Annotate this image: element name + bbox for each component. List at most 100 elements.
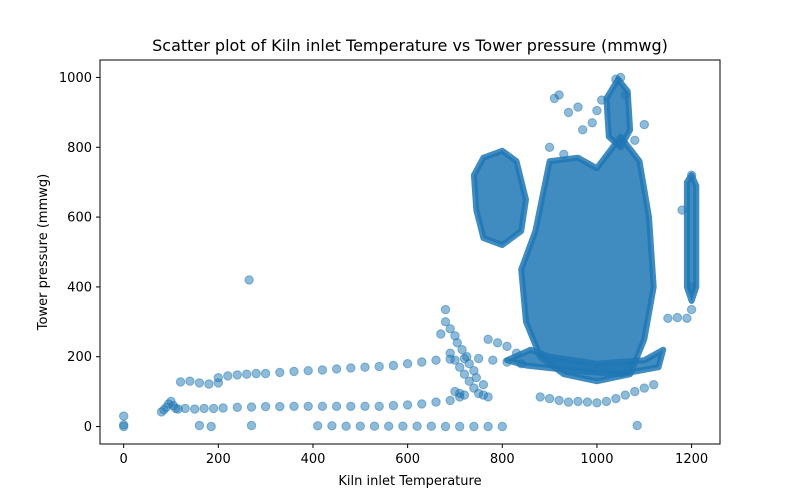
scatter-point bbox=[431, 355, 441, 365]
scatter-point bbox=[559, 149, 569, 160]
scatter-point bbox=[601, 396, 612, 407]
scatter-point bbox=[260, 401, 271, 412]
scatter-point bbox=[346, 363, 356, 373]
scatter-point bbox=[119, 411, 129, 421]
scatter-point bbox=[677, 205, 687, 215]
scatter-point bbox=[317, 401, 328, 411]
scatter-point bbox=[615, 72, 626, 83]
dense-region-main bbox=[518, 133, 657, 385]
scatter-point bbox=[417, 399, 427, 409]
y-axis: 0 200 400 600 800 1000 bbox=[59, 71, 100, 435]
scatter-point bbox=[190, 404, 200, 414]
scatter-point bbox=[663, 313, 673, 323]
scatter-point bbox=[251, 368, 261, 379]
scatter-point bbox=[464, 376, 474, 386]
y-tick-label: 600 bbox=[67, 211, 92, 226]
scatter-point bbox=[544, 142, 555, 153]
scatter-point bbox=[686, 282, 697, 292]
scatter-point bbox=[204, 379, 214, 389]
scatter-point bbox=[445, 324, 455, 334]
scatter-point bbox=[672, 312, 683, 323]
dense-region-upper-left bbox=[470, 147, 529, 248]
scatter-point bbox=[630, 135, 640, 146]
scatter-point bbox=[469, 421, 479, 432]
scatter-point bbox=[620, 90, 630, 100]
scatter-point bbox=[492, 338, 503, 348]
scatter-point bbox=[199, 403, 209, 414]
scatter-point bbox=[592, 398, 602, 408]
scatter-point bbox=[440, 421, 451, 432]
scatter-point bbox=[582, 397, 593, 407]
scatter-point bbox=[260, 368, 271, 379]
scatter-point bbox=[119, 420, 129, 430]
y-tick-label: 400 bbox=[67, 280, 92, 295]
scatter-point bbox=[232, 402, 243, 412]
x-tick-label: 1000 bbox=[580, 452, 613, 467]
scatter-point bbox=[242, 369, 252, 379]
scatter-point bbox=[483, 392, 493, 402]
scatter-point bbox=[275, 367, 285, 378]
scatter-point bbox=[563, 107, 574, 118]
scatter-point bbox=[488, 355, 498, 365]
scatter-point bbox=[317, 365, 328, 375]
scatter-point bbox=[440, 304, 451, 315]
scatter-point bbox=[457, 345, 467, 355]
scatter-point bbox=[246, 402, 257, 412]
x-tick-label: 600 bbox=[395, 452, 420, 467]
y-tick-label: 200 bbox=[67, 350, 92, 365]
scatter-point bbox=[483, 421, 493, 432]
scatter-point bbox=[682, 313, 692, 323]
scatter-point bbox=[388, 400, 399, 411]
scatter-point bbox=[535, 392, 545, 402]
scatter-point bbox=[331, 364, 342, 374]
scatter-point bbox=[244, 275, 254, 285]
scatter-point bbox=[398, 421, 408, 431]
scatter-point bbox=[686, 304, 697, 315]
dense-region-lower-band bbox=[504, 346, 667, 378]
scatter-point bbox=[346, 401, 356, 411]
scatter-point bbox=[632, 420, 642, 431]
scatter-point bbox=[175, 377, 186, 387]
scatter-point bbox=[369, 421, 380, 431]
scatter-point bbox=[327, 421, 337, 431]
scatter-point bbox=[303, 401, 313, 411]
scatter-point bbox=[554, 90, 564, 100]
scatter-point bbox=[218, 403, 228, 413]
scatter-point bbox=[597, 95, 607, 105]
scatter-point bbox=[459, 369, 470, 379]
scatter-point bbox=[686, 170, 697, 180]
scatter-point bbox=[374, 361, 384, 372]
scatter-point bbox=[289, 401, 299, 411]
scatter-point bbox=[497, 421, 507, 432]
scatter-point bbox=[275, 401, 285, 412]
x-tick-label: 400 bbox=[301, 452, 326, 467]
x-tick-label: 0 bbox=[120, 452, 128, 467]
scatter-point bbox=[620, 390, 630, 400]
scatter-point bbox=[208, 403, 219, 414]
scatter-point bbox=[511, 348, 522, 358]
scatter-point bbox=[360, 401, 370, 411]
scatter-point bbox=[544, 393, 555, 404]
x-tick-label: 200 bbox=[206, 452, 231, 467]
x-tick-label: 800 bbox=[490, 452, 515, 467]
scatter-point bbox=[388, 360, 399, 371]
scatter-point bbox=[417, 357, 427, 367]
scatter-point bbox=[355, 421, 365, 431]
scatter-point bbox=[289, 366, 299, 377]
x-axis: 0 200 400 600 800 1000 1200 bbox=[120, 444, 708, 467]
scatter-point bbox=[213, 373, 224, 383]
scatter-point bbox=[185, 376, 195, 386]
scatter-point bbox=[402, 400, 413, 410]
scatter-point bbox=[440, 317, 451, 327]
scatter-point bbox=[445, 395, 455, 406]
scatter-point bbox=[483, 334, 493, 344]
scatter-point bbox=[223, 371, 233, 381]
scatter-point bbox=[563, 397, 574, 407]
scatter-point bbox=[180, 403, 190, 414]
scatter-point bbox=[473, 353, 484, 364]
chart-title: Scatter plot of Kiln inlet Temperature v… bbox=[152, 36, 668, 55]
scatter-point bbox=[587, 118, 597, 128]
scatter-point bbox=[426, 421, 436, 431]
